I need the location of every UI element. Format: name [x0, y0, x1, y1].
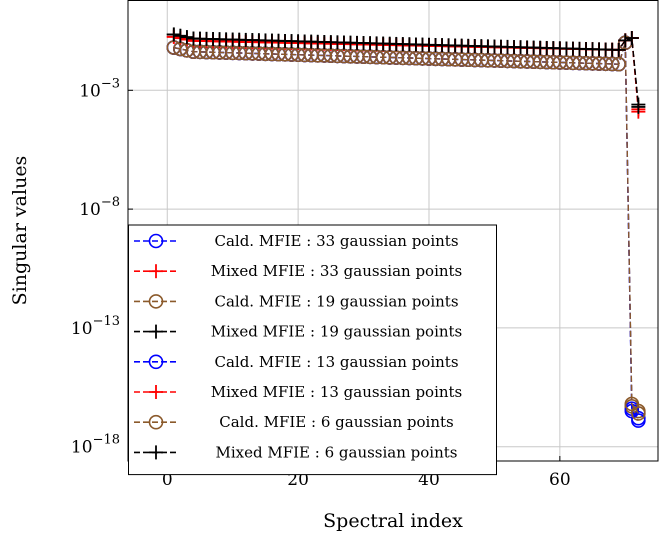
y-tick-label: 10−3 — [79, 76, 120, 101]
x-tick-label: 0 — [162, 470, 173, 490]
legend-marker — [149, 445, 163, 460]
legend-item: Mixed MFIE : 6 gaussian points — [134, 443, 458, 461]
y-tick-base: 10 — [79, 200, 101, 220]
data-point — [611, 42, 626, 57]
legend-label: Mixed MFIE : 6 gaussian points — [216, 443, 458, 461]
series-line — [173, 42, 639, 414]
series-8 — [166, 27, 646, 114]
legend-item: Mixed MFIE : 13 gaussian points — [134, 383, 462, 401]
data-point — [631, 99, 646, 114]
legend-box — [128, 224, 497, 476]
legend-marker — [149, 264, 163, 279]
y-tick-base: 10 — [71, 319, 93, 339]
legend-marker — [148, 354, 164, 370]
legend-label: Cald. MFIE : 6 gaussian points — [219, 413, 454, 431]
data-point — [631, 413, 646, 428]
legend-label: Mixed MFIE : 19 gaussian points — [211, 323, 463, 341]
legend-label: Mixed MFIE : 13 gaussian points — [211, 383, 463, 401]
y-tick-base: 10 — [79, 81, 101, 101]
y-tick-base: 10 — [71, 438, 93, 458]
x-tick-label: 60 — [549, 470, 571, 490]
legend-marker — [148, 294, 164, 309]
legend-marker — [149, 324, 163, 339]
legend: Cald. MFIE : 33 gaussian points Mixed MFI… — [128, 224, 497, 476]
legend-item: Cald. MFIE : 6 gaussian points — [134, 413, 454, 431]
legend-item: Mixed MFIE : 19 gaussian points — [134, 323, 462, 341]
data-point — [166, 27, 181, 42]
legend-item: Cald. MFIE : 13 gaussian points — [134, 353, 459, 371]
legend-item: Cald. MFIE : 19 gaussian points — [134, 292, 459, 310]
legend-label: Cald. MFIE : 13 gaussian points — [214, 353, 458, 371]
y-tick-exponent: −13 — [93, 314, 120, 329]
legend-item: Cald. MFIE : 33 gaussian points — [134, 232, 459, 250]
legend-marker — [148, 233, 164, 249]
y-tick-label: 10−8 — [79, 195, 120, 220]
legend-marker — [148, 414, 164, 430]
y-axis-label: Singular values — [9, 156, 31, 306]
y-tick-exponent: −18 — [93, 433, 120, 448]
data-point — [624, 31, 639, 46]
y-tick-label: 10−18 — [71, 433, 120, 458]
y-tick-exponent: −3 — [101, 76, 120, 91]
data-point — [631, 406, 646, 421]
x-axis-label: Spectral index — [323, 510, 463, 532]
data-point — [173, 28, 188, 43]
legend-label: Cald. MFIE : 33 gaussian points — [214, 232, 458, 250]
data-point — [179, 30, 194, 45]
legend-label: Mixed MFIE : 33 gaussian points — [211, 262, 463, 280]
data-point — [604, 56, 620, 72]
legend-label: Cald. MFIE : 19 gaussian points — [214, 292, 458, 310]
legend-item: Mixed MFIE : 33 gaussian points — [134, 262, 462, 280]
y-tick-exponent: −8 — [101, 195, 120, 210]
series-layer — [166, 27, 646, 428]
y-tick-label: 10−13 — [71, 314, 120, 339]
legend-marker — [149, 385, 163, 399]
data-point — [611, 56, 627, 72]
data-point — [618, 33, 633, 48]
